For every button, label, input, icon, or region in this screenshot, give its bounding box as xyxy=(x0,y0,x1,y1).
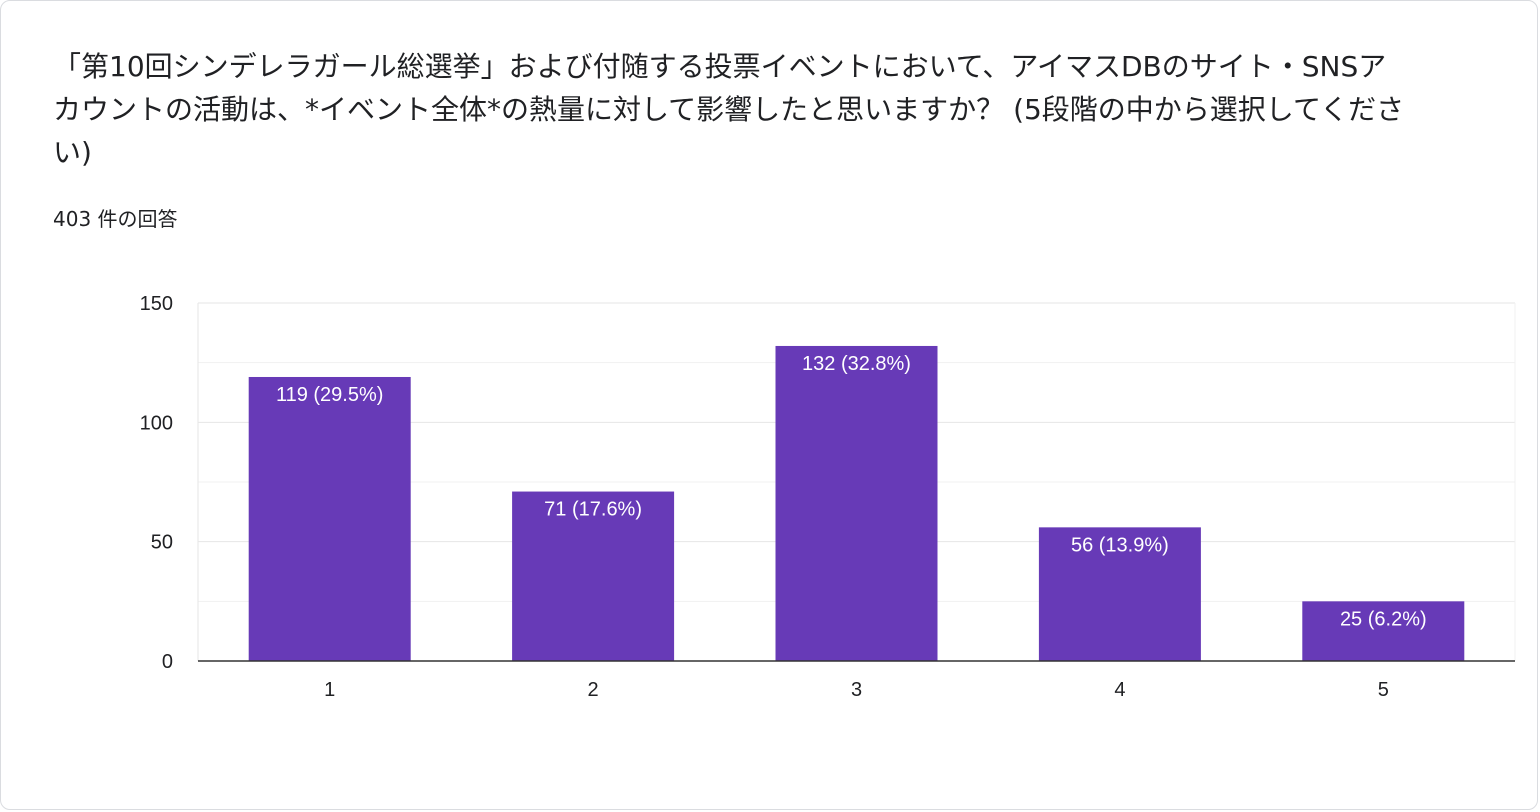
x-tick-label: 3 xyxy=(851,679,862,701)
y-tick-label: 100 xyxy=(140,412,173,434)
bar-3[interactable] xyxy=(775,345,938,661)
y-tick-label: 150 xyxy=(140,293,173,315)
question-title: 「第10回シンデレラガール総選挙」および付随する投票イベントにおいて、アイマスD… xyxy=(53,50,1405,169)
bar-5[interactable] xyxy=(1302,601,1465,661)
response-count: 403 件の回答 xyxy=(53,207,178,231)
bar-data-label: 56 (13.9%) xyxy=(1071,534,1169,556)
x-tick-label: 1 xyxy=(324,679,335,701)
bar-data-label: 119 (29.5%) xyxy=(276,384,383,406)
y-tick-label: 50 xyxy=(151,532,173,554)
x-tick-label: 5 xyxy=(1378,679,1389,701)
bar-2[interactable] xyxy=(512,491,675,661)
bar-data-label: 132 (32.8%) xyxy=(802,353,911,375)
x-tick-label: 4 xyxy=(1114,679,1125,701)
bar-data-label: 71 (17.6%) xyxy=(544,499,642,521)
y-tick-label: 0 xyxy=(162,651,173,673)
bars xyxy=(248,345,1465,661)
x-tick-label: 2 xyxy=(588,679,599,701)
bar-4[interactable] xyxy=(1038,527,1201,661)
labels: 0 50 100 150 119 (29.5%) 1 71 (17.6%) 2 132 (32.… xyxy=(140,293,1427,701)
bar-data-label: 25 (6.2%) xyxy=(1340,608,1427,630)
bar-1[interactable] xyxy=(248,376,411,661)
